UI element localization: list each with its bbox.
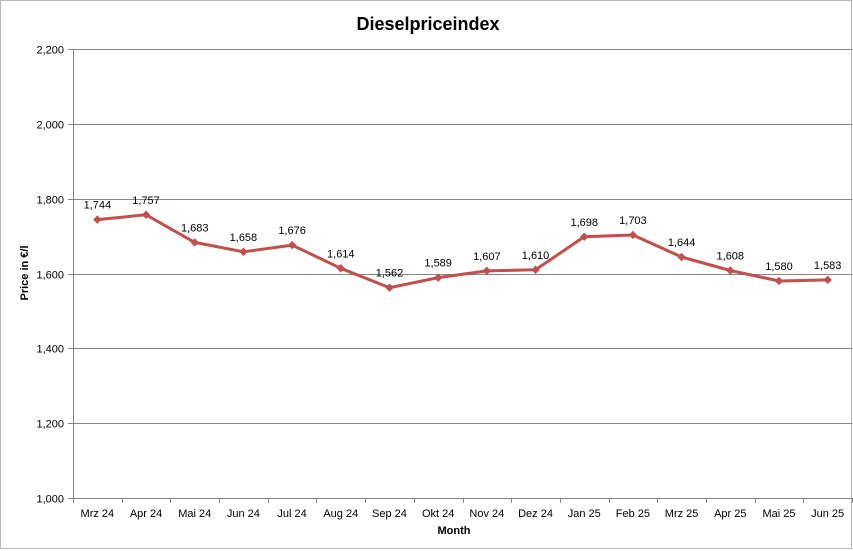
data-label: 1,703 — [619, 215, 647, 227]
data-point-marker — [239, 247, 248, 257]
gridlines — [73, 49, 852, 424]
y-tick-label: 1,200 — [36, 419, 64, 431]
series-line — [95, 213, 830, 290]
data-point-marker — [190, 238, 199, 247]
data-point-marker — [141, 210, 151, 219]
data-point-marker — [774, 276, 784, 286]
series-line-path — [95, 213, 830, 290]
x-tick-label: Jun 25 — [811, 508, 844, 520]
x-tick-label: Mai 24 — [178, 508, 211, 520]
x-tick-label: Mai 25 — [762, 508, 795, 520]
x-tick-label: Jun 24 — [227, 508, 260, 520]
data-label: 1,580 — [765, 261, 793, 273]
y-tick-labels: 1,000 1,200 1,400 1,600 1,800 2,000 2,200 — [36, 45, 64, 506]
data-labels: 1,744 1,757 1,683 1,658 1,676 1,614 1,562 1,589… — [84, 195, 842, 280]
data-point-marker — [531, 265, 540, 274]
data-point-marker — [385, 283, 394, 292]
data-label: 1,658 — [230, 232, 258, 244]
data-label: 1,607 — [473, 251, 501, 263]
data-point-marker — [93, 215, 102, 224]
x-tick-label: Dez 24 — [518, 508, 553, 520]
x-tick-label: Jan 25 — [568, 508, 601, 520]
x-tick-label: Apr 25 — [714, 508, 746, 520]
data-point-marker — [628, 230, 638, 240]
chart-title: Dieselpriceindex — [356, 14, 499, 34]
data-label: 1,614 — [327, 248, 355, 260]
y-tick-label: 1,800 — [36, 195, 64, 207]
y-tick-label: 1,400 — [36, 344, 64, 356]
data-label: 1,610 — [522, 250, 550, 262]
x-tick-label: Jul 24 — [277, 508, 306, 520]
x-tick-label: Aug 24 — [323, 508, 358, 520]
y-tick-label: 2,000 — [36, 120, 64, 132]
x-tick-label: Okt 24 — [422, 508, 454, 520]
x-tick-label: Apr 24 — [130, 508, 162, 520]
y-tick-label: 2,200 — [36, 45, 64, 57]
data-point-marker — [336, 264, 345, 273]
data-label: 1,583 — [814, 260, 842, 272]
data-label: 1,698 — [570, 217, 598, 229]
x-tick-label: Sep 24 — [372, 508, 407, 520]
y-tick-label: 1,600 — [36, 270, 64, 282]
x-tick-label: Nov 24 — [469, 508, 504, 520]
data-point-marker — [823, 275, 832, 285]
y-tick-label: 1,000 — [36, 494, 64, 506]
x-tick-label: Feb 25 — [616, 508, 650, 520]
y-axis-title: Price in €/l — [19, 245, 31, 300]
data-label: 1,608 — [717, 251, 745, 263]
data-label: 1,757 — [132, 195, 160, 207]
data-point-marker — [482, 266, 492, 276]
data-label: 1,589 — [424, 258, 452, 270]
axes — [68, 49, 853, 503]
data-points — [93, 210, 832, 292]
x-tick-label: Mrz 24 — [81, 508, 115, 520]
data-point-marker — [726, 266, 735, 275]
data-point-marker — [433, 273, 443, 282]
data-label: 1,562 — [376, 268, 404, 280]
x-tick-label: Mrz 25 — [665, 508, 699, 520]
data-point-marker — [677, 252, 686, 262]
data-point-marker — [287, 240, 297, 250]
x-tick-labels: Mrz 24 Apr 24 Mai 24 Jun 24 Jul 24 Aug 24 Sep … — [81, 508, 845, 520]
data-label: 1,644 — [668, 237, 696, 249]
data-label: 1,676 — [278, 225, 306, 237]
x-axis-title: Month — [438, 525, 471, 537]
data-point-marker — [580, 232, 589, 242]
data-label: 1,683 — [181, 222, 209, 234]
data-label: 1,744 — [84, 200, 112, 212]
